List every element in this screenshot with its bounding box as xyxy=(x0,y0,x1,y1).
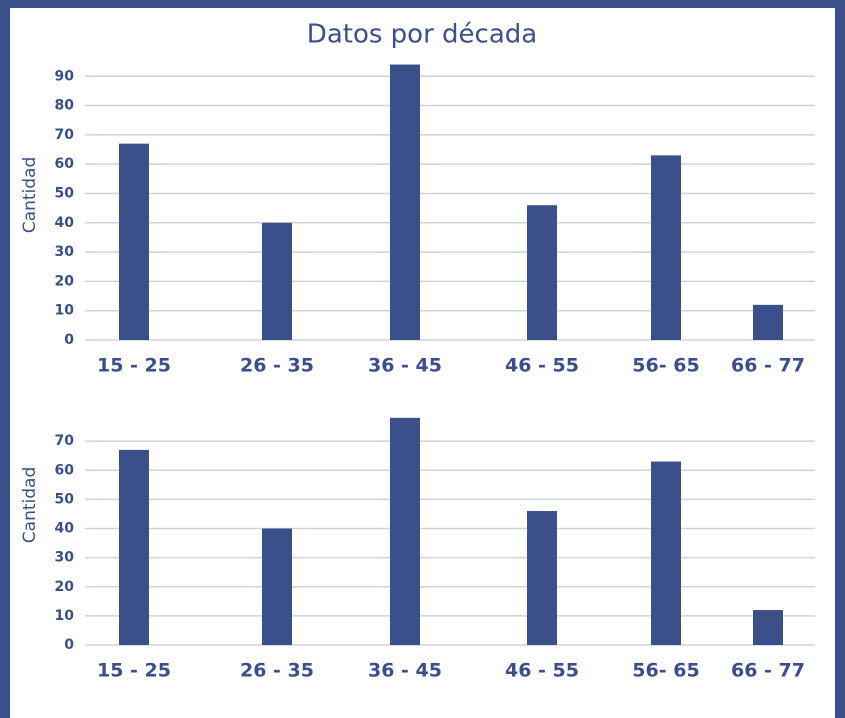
y-tick-label: 10 xyxy=(55,608,75,624)
x-tick-label: 46 - 55 xyxy=(505,355,579,377)
x-tick-label: 56- 65 xyxy=(632,660,699,682)
y-tick-label: 80 xyxy=(55,98,75,114)
y-tick-label: 30 xyxy=(55,550,75,566)
y-tick-label: 60 xyxy=(55,462,75,478)
y-tick-label: 20 xyxy=(55,579,75,595)
bar xyxy=(119,449,149,645)
bar xyxy=(651,461,681,645)
y-axis-label: Cantidad xyxy=(20,467,40,543)
y-tick-label: 0 xyxy=(64,332,74,348)
x-tick-label: 36 - 45 xyxy=(368,355,442,377)
x-tick-label: 15 - 25 xyxy=(97,355,171,377)
y-tick-label: 60 xyxy=(55,156,75,172)
y-tick-label: 50 xyxy=(55,491,75,507)
bar xyxy=(753,610,783,645)
bar xyxy=(390,64,420,341)
bar xyxy=(527,205,557,340)
y-tick-label: 70 xyxy=(55,433,75,449)
chart-title: Datos por década xyxy=(307,20,537,50)
bar xyxy=(753,304,783,340)
y-axis-label: Cantidad xyxy=(20,157,40,233)
x-tick-label: 66 - 77 xyxy=(731,355,805,377)
y-tick-label: 90 xyxy=(55,68,75,84)
bar xyxy=(262,222,292,340)
y-tick-label: 70 xyxy=(55,127,75,143)
x-tick-label: 15 - 25 xyxy=(97,660,171,682)
y-tick-label: 30 xyxy=(55,244,75,260)
bar xyxy=(119,143,149,340)
x-tick-label: 66 - 77 xyxy=(731,660,805,682)
y-tick-label: 0 xyxy=(64,637,74,653)
x-tick-label: 56- 65 xyxy=(632,355,699,377)
bar xyxy=(390,417,420,645)
x-tick-label: 36 - 45 xyxy=(368,660,442,682)
y-tick-label: 20 xyxy=(55,273,75,289)
y-tick-label: 40 xyxy=(55,215,75,231)
x-tick-label: 26 - 35 xyxy=(240,660,314,682)
y-tick-label: 10 xyxy=(55,303,75,319)
x-tick-label: 46 - 55 xyxy=(505,660,579,682)
x-tick-label: 26 - 35 xyxy=(240,355,314,377)
y-tick-label: 50 xyxy=(55,185,75,201)
y-tick-label: 40 xyxy=(55,521,75,537)
bar xyxy=(651,155,681,340)
bar xyxy=(527,511,557,645)
bar xyxy=(262,528,292,645)
